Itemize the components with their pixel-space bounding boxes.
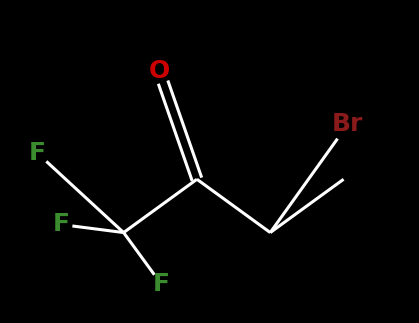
Text: O: O bbox=[149, 59, 170, 83]
Text: Br: Br bbox=[332, 112, 363, 136]
Text: F: F bbox=[29, 141, 46, 165]
Text: F: F bbox=[153, 272, 170, 296]
Text: F: F bbox=[52, 213, 69, 236]
